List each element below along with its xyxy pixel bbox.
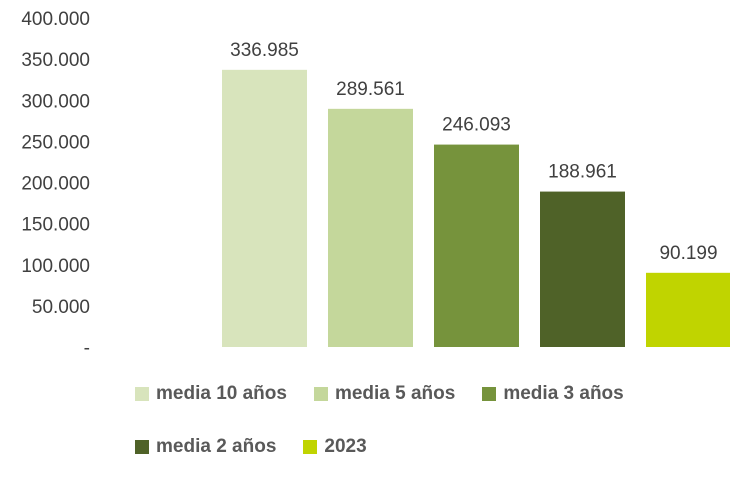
legend-label: 2023 — [324, 436, 367, 457]
bar — [646, 272, 730, 347]
legend-swatch — [135, 387, 149, 401]
y-tick-label: 150.000 — [21, 215, 90, 236]
legend-row-2: media 2 años 2023 — [135, 436, 725, 458]
legend-item-2023: 2023 — [303, 436, 367, 458]
data-label: 289.561 — [336, 79, 405, 100]
bar — [222, 69, 307, 347]
legend-swatch — [313, 387, 328, 401]
legend-swatch — [135, 440, 149, 454]
legend-label: media 5 años — [334, 383, 456, 404]
data-labels: 336.985 289.561 246.093 188.961 90.199 — [230, 40, 717, 264]
data-label: 90.199 — [659, 243, 717, 264]
legend-label: media 3 años — [503, 383, 624, 404]
bar-chart: - 50.000 100.000 150.000 200.000 250.000 300.0… — [21, 9, 730, 359]
bar — [328, 108, 413, 347]
y-tick-label: 100.000 — [21, 256, 90, 277]
legend-swatch — [482, 387, 497, 401]
legend-label: media 10 años — [156, 383, 287, 404]
legend-item-media-5-anos: media 5 años — [313, 383, 456, 405]
legend-item-media-3-anos: media 3 años — [482, 383, 624, 405]
legend-label: media 2 años — [156, 436, 277, 457]
data-label: 188.961 — [548, 162, 617, 183]
y-tick-label: 350.000 — [21, 50, 90, 71]
y-tick-label: - — [84, 338, 90, 359]
data-label: 246.093 — [442, 115, 511, 136]
legend-row-1: media 10 años media 5 años media 3 años — [135, 383, 725, 405]
y-tick-label: 50.000 — [32, 297, 90, 318]
bars — [222, 69, 730, 347]
y-tick-label: 400.000 — [21, 9, 90, 30]
bar — [434, 144, 519, 347]
legend-item-media-10-anos: media 10 años — [135, 383, 287, 405]
data-label: 336.985 — [230, 40, 299, 61]
y-tick-label: 250.000 — [21, 132, 90, 153]
bar — [540, 191, 625, 347]
legend: media 10 años media 5 años media 3 años … — [135, 383, 725, 489]
legend-item-media-2-anos: media 2 años — [135, 436, 276, 458]
y-tick-label: 200.000 — [21, 174, 90, 195]
legend-swatch — [303, 440, 318, 454]
y-tick-label: 300.000 — [21, 91, 90, 112]
y-axis: - 50.000 100.000 150.000 200.000 250.000 300.0… — [21, 9, 90, 359]
